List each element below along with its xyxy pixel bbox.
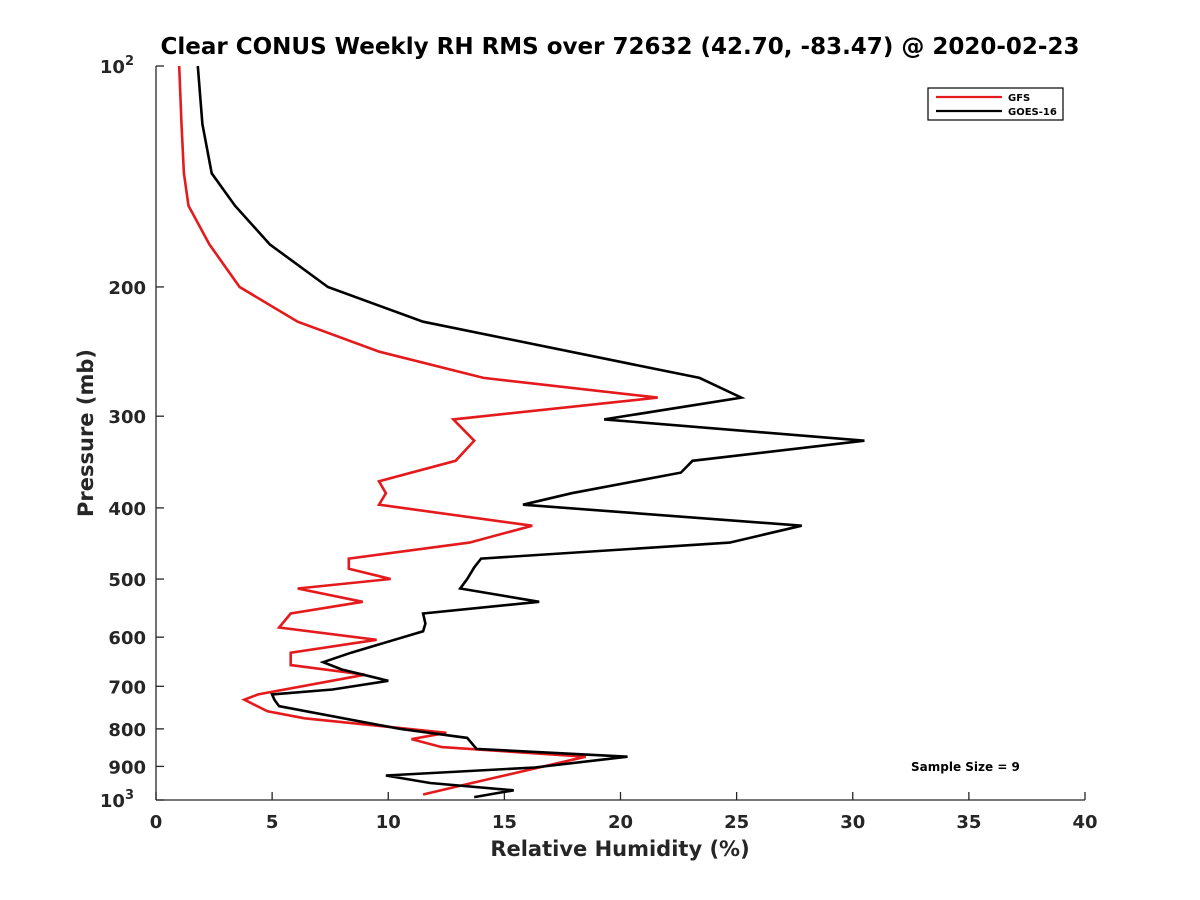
series-line-goes16	[196, 65, 865, 799]
y-tick-label: 200	[108, 278, 146, 299]
legend-label-gfs: GFS	[1008, 93, 1030, 104]
y-tick-label: 102	[100, 54, 134, 78]
y-tick-label: 900	[108, 757, 146, 778]
x-tick-label: 20	[608, 812, 633, 833]
legend: GFS GOES-16	[927, 87, 1064, 121]
x-axis-title: Relative Humidity (%)	[490, 837, 749, 861]
sample-size-annotation: Sample Size = 9	[911, 760, 1020, 774]
series-line-gfs	[177, 65, 658, 796]
x-tick-label: 5	[266, 812, 279, 833]
plot-area: 0 5 10 15 20 25 30 35 40 102 200 300 400 500 600 700 800…	[100, 54, 1098, 833]
x-tick-label: 10	[376, 812, 401, 833]
y-tick-label: 300	[108, 407, 146, 428]
y-tick-label: 800	[108, 720, 146, 741]
y-tick-label: 500	[108, 570, 146, 591]
y-tick-label: 103	[100, 788, 134, 812]
x-tick-label: 25	[724, 812, 749, 833]
x-tick-label: 0	[150, 812, 163, 833]
chart-title: Clear CONUS Weekly RH RMS over 72632 (42…	[161, 34, 1080, 60]
x-tick-label: 30	[840, 812, 865, 833]
legend-box	[927, 87, 1064, 121]
x-tick-label: 15	[492, 812, 517, 833]
x-tick-label: 35	[956, 812, 981, 833]
y-tick-label: 400	[108, 499, 146, 520]
y-tick-label: 700	[108, 677, 146, 698]
x-tick-label: 40	[1072, 812, 1097, 833]
legend-label-goes16: GOES-16	[1008, 107, 1057, 118]
y-axis-title: Pressure (mb)	[74, 349, 98, 517]
y-tick-label: 600	[108, 628, 146, 649]
